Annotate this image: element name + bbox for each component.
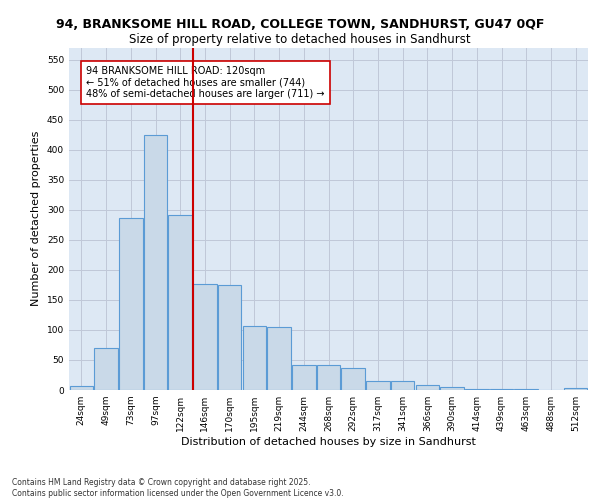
Bar xyxy=(564,388,587,390)
Text: Size of property relative to detached houses in Sandhurst: Size of property relative to detached ho… xyxy=(129,32,471,46)
Y-axis label: Number of detached properties: Number of detached properties xyxy=(31,131,41,306)
Bar xyxy=(292,365,316,390)
Bar xyxy=(144,134,167,390)
Text: 94 BRANKSOME HILL ROAD: 120sqm
← 51% of detached houses are smaller (744)
48% of: 94 BRANKSOME HILL ROAD: 120sqm ← 51% of … xyxy=(86,66,325,98)
Text: 94, BRANKSOME HILL ROAD, COLLEGE TOWN, SANDHURST, GU47 0QF: 94, BRANKSOME HILL ROAD, COLLEGE TOWN, S… xyxy=(56,18,544,30)
Bar xyxy=(341,368,365,390)
Bar xyxy=(366,381,389,390)
Bar xyxy=(193,284,217,390)
Bar xyxy=(70,386,93,390)
X-axis label: Distribution of detached houses by size in Sandhurst: Distribution of detached houses by size … xyxy=(181,437,476,447)
Bar xyxy=(391,381,415,390)
Bar xyxy=(465,389,488,390)
Bar xyxy=(94,348,118,390)
Bar xyxy=(416,385,439,390)
Bar xyxy=(119,218,143,390)
Bar xyxy=(440,387,464,390)
Text: Contains HM Land Registry data © Crown copyright and database right 2025.
Contai: Contains HM Land Registry data © Crown c… xyxy=(12,478,344,498)
Bar xyxy=(268,327,291,390)
Bar xyxy=(317,366,340,390)
Bar xyxy=(218,285,241,390)
Bar xyxy=(242,326,266,390)
Bar xyxy=(169,215,192,390)
